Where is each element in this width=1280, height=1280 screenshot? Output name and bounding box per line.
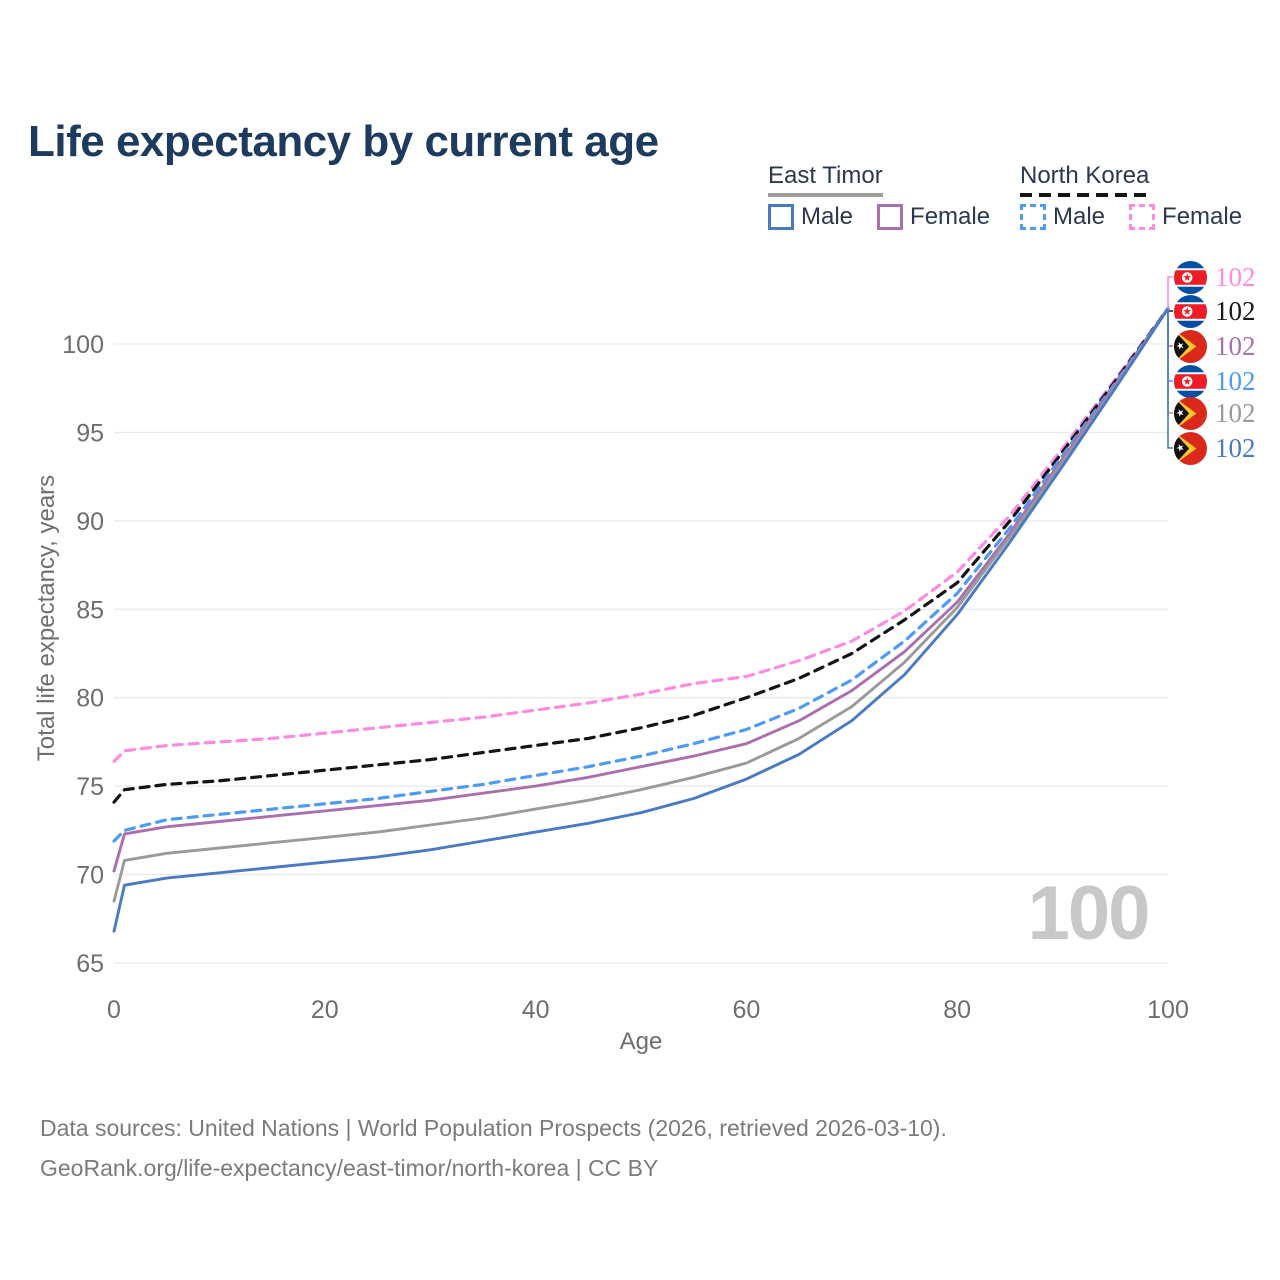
y-axis-title: Total life expectancy, years [33,474,60,762]
endpoint-value: 102 [1215,261,1256,292]
north-korea-flag-icon [1174,261,1207,294]
x-tick-label: 80 [943,996,971,1024]
east-timor-flag-icon [1174,432,1207,465]
north-korea-flag-icon [1174,365,1207,398]
y-tick-label: 85 [76,596,104,624]
legend-item-east-timor-male[interactable]: Male [768,203,853,231]
age-frame-counter: 100 [1027,871,1151,956]
x-tick-label: 60 [732,996,760,1024]
endpoint-value: 102 [1215,295,1256,326]
endpoint-leader-line [1167,308,1173,449]
legend-item-label: Male [801,203,854,230]
east-timor-flag-icon [1174,330,1207,363]
legend: East Timor Male Female North Korea Male [768,162,1248,242]
legend-item-label: Female [1162,203,1243,230]
endpoint-value: 102 [1215,330,1256,361]
endpoint-label-row: 102 [1174,329,1256,363]
legend-group-north-korea: North Korea Male Female [1020,162,1266,231]
legend-item-north-korea-male[interactable]: Male [1020,203,1105,231]
endpoint-label-row: 102 [1174,294,1256,328]
series-line-east-timor-female [112,307,1170,873]
legend-item-label: Female [910,203,991,230]
page-title: Life expectancy by current age [28,117,659,167]
series-line-east-timor-both-sexes [112,307,1170,903]
endpoint-label-row: 102 [1174,364,1256,398]
legend-items: Male Female [1020,203,1266,231]
x-tick-label: 100 [1147,996,1189,1024]
legend-item-north-korea-female[interactable]: Female [1129,203,1242,231]
endpoint-label-row: 102 [1174,431,1256,465]
legend-header-east-timor[interactable]: East Timor [768,162,883,197]
x-tick-label: 20 [311,996,339,1024]
north-korea-flag-icon [1174,295,1207,328]
line-swatch-solid-purple-icon [877,204,904,230]
y-tick-label: 95 [76,419,104,447]
line-swatch-solid-blue-icon [768,204,794,230]
endpoint-value: 102 [1215,432,1256,463]
endpoint-value: 102 [1215,365,1256,396]
legend-items: Male Female [768,203,1014,231]
y-tick-label: 75 [76,773,104,801]
legend-item-label: Male [1053,203,1106,230]
series-line-east-timor-male [112,307,1170,933]
endpoint-leader-line [1167,276,1173,309]
line-swatch-dashed-blue-icon [1020,204,1046,230]
endpoint-label-row: 102 [1174,260,1256,294]
footer: Data sources: United Nations | World Pop… [40,1108,947,1188]
legend-group-east-timor: East Timor Male Female [768,162,1014,231]
x-axis-title: Age [619,1028,663,1055]
y-tick-label: 80 [76,685,104,713]
endpoint-label-row: 102 [1174,396,1256,430]
x-tick-label: 0 [107,996,121,1024]
y-tick-label: 90 [76,508,104,536]
series-line-north-korea-both-sexes [112,307,1170,804]
x-tick-label: 40 [522,996,550,1024]
y-tick-label: 100 [62,331,104,359]
endpoint-value: 102 [1215,397,1256,428]
y-tick-label: 70 [76,862,104,890]
line-swatch-dashed-pink-icon [1129,204,1156,230]
y-tick-label: 65 [76,950,104,978]
series-line-north-korea-male [112,307,1170,843]
legend-header-north-korea[interactable]: North Korea [1020,162,1150,197]
east-timor-flag-icon [1174,397,1207,430]
legend-item-east-timor-female[interactable]: Female [877,203,990,231]
footer-data-sources: Data sources: United Nations | World Pop… [40,1115,947,1141]
series-line-north-korea-female [112,307,1170,764]
footer-attribution: GeoRank.org/life-expectancy/east-timor/n… [40,1155,659,1181]
